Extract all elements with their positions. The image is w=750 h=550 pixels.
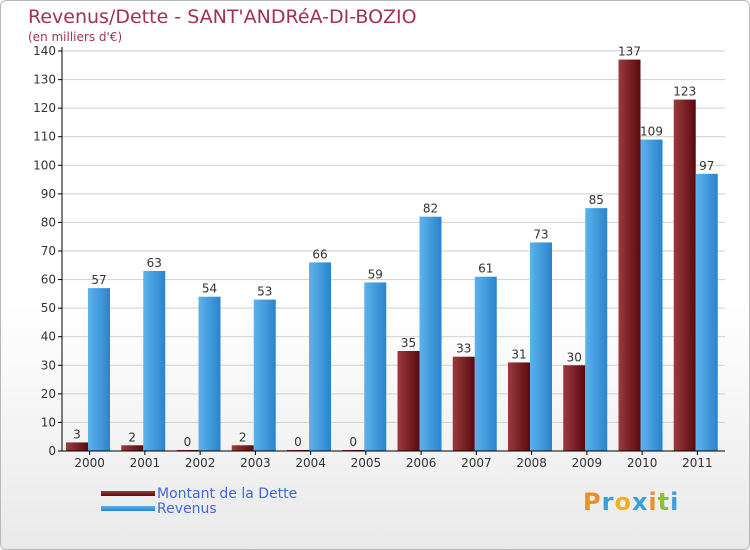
x-tick-label-2005: 2005 — [351, 456, 382, 470]
bar-debt-2008 — [508, 362, 530, 451]
y-tick-label-130: 130 — [33, 73, 56, 87]
data-label-debt-2008: 31 — [511, 347, 526, 361]
data-label-debt-2001: 2 — [128, 430, 136, 444]
bar-revenue-2002 — [198, 296, 221, 451]
logo-letter: i — [648, 488, 658, 516]
bar-revenue-2001 — [143, 271, 166, 451]
data-label-debt-2011: 123 — [673, 85, 696, 99]
bar-revenue-2005 — [364, 282, 387, 451]
x-tick-label-2002: 2002 — [185, 456, 216, 470]
data-label-debt-2004: 0 — [294, 435, 302, 449]
data-label-revenue-2005: 59 — [368, 267, 383, 281]
proxiti-logo: Proxiti — [583, 488, 679, 516]
data-label-revenue-2011: 97 — [699, 159, 714, 173]
x-tick-label-2007: 2007 — [461, 456, 492, 470]
chart-title: Revenus/Dette - SANT'ANDRéA-DI-BOZIO — [28, 6, 417, 28]
x-tick-label-2003: 2003 — [240, 456, 271, 470]
y-tick-label-0: 0 — [48, 444, 56, 458]
data-label-debt-2009: 30 — [567, 350, 582, 364]
y-tick-label-70: 70 — [41, 244, 56, 258]
data-label-debt-2000: 3 — [73, 427, 81, 441]
data-label-debt-2005: 0 — [349, 435, 357, 449]
logo-letter: t — [657, 488, 671, 516]
bar-debt-2009 — [563, 365, 586, 451]
data-label-debt-2007: 33 — [456, 342, 471, 356]
y-tick-label-50: 50 — [41, 301, 56, 315]
bar-debt-2010 — [618, 59, 641, 451]
labels: 0102030405060708090100110120130140200035… — [33, 44, 714, 470]
bar-revenue-2006 — [419, 216, 442, 451]
data-label-revenue-2007: 61 — [478, 262, 493, 276]
data-label-revenue-2010: 109 — [640, 125, 663, 139]
data-label-revenue-2000: 57 — [91, 273, 106, 287]
y-tick-label-10: 10 — [41, 415, 56, 429]
bar-revenue-2007 — [474, 276, 497, 451]
y-tick-label-120: 120 — [33, 101, 56, 115]
data-label-revenue-2006: 82 — [423, 202, 438, 216]
data-label-revenue-2001: 63 — [147, 256, 162, 270]
data-label-debt-2006: 35 — [401, 336, 416, 350]
bar-revenue-2000 — [88, 288, 110, 451]
data-label-revenue-2009: 85 — [589, 193, 604, 207]
bar-debt-2006 — [397, 351, 420, 451]
bar-revenue-2003 — [253, 299, 276, 451]
bar-debt-2000 — [66, 442, 88, 451]
bar-revenue-2011 — [695, 173, 718, 451]
y-tick-label-110: 110 — [33, 130, 56, 144]
x-tick-label-2011: 2011 — [682, 456, 713, 470]
legend-label-revenue: Revenus — [157, 501, 217, 517]
x-tick-label-2009: 2009 — [572, 456, 603, 470]
bar-debt-2007 — [452, 356, 475, 451]
bar-revenue-2004 — [309, 262, 331, 451]
logo-letter: i — [670, 488, 680, 516]
data-label-revenue-2003: 53 — [257, 285, 272, 299]
data-label-debt-2010: 137 — [618, 45, 641, 59]
y-tick-label-30: 30 — [41, 358, 56, 372]
x-tick-label-2001: 2001 — [130, 456, 161, 470]
x-tick-label-2006: 2006 — [406, 456, 437, 470]
legend-swatch-revenue — [101, 506, 155, 511]
y-tick-label-60: 60 — [41, 273, 56, 287]
bar-revenue-2010 — [640, 139, 663, 452]
bar-revenue-2009 — [585, 208, 608, 451]
logo-letter: o — [614, 488, 632, 516]
chart-subtitle: (en milliers d'€) — [28, 30, 123, 44]
axes — [58, 47, 725, 455]
y-tick-label-20: 20 — [41, 387, 56, 401]
y-tick-label-40: 40 — [41, 330, 56, 344]
x-tick-label-2000: 2000 — [74, 456, 105, 470]
bar-debt-2003 — [231, 445, 254, 451]
y-tick-label-80: 80 — [41, 215, 56, 229]
data-label-revenue-2004: 66 — [312, 247, 327, 261]
logo-letter: P — [583, 488, 602, 516]
legend-label-debt: Montant de la Dette — [157, 486, 298, 502]
bar-revenue-2008 — [530, 242, 552, 451]
logo-letter: r — [601, 488, 615, 516]
x-tick-label-2010: 2010 — [627, 456, 658, 470]
legend-swatch-debt — [101, 491, 155, 496]
data-label-debt-2003: 2 — [239, 430, 247, 444]
x-tick-label-2008: 2008 — [516, 456, 547, 470]
data-label-revenue-2008: 73 — [533, 227, 548, 241]
bar-debt-2001 — [121, 445, 144, 451]
x-tick-label-2004: 2004 — [295, 456, 326, 470]
y-tick-label-140: 140 — [33, 44, 56, 58]
grid-lines — [62, 50, 725, 423]
y-tick-label-100: 100 — [33, 158, 56, 172]
logo-letter: x — [631, 488, 649, 516]
bar-debt-2011 — [673, 99, 696, 452]
bars — [66, 59, 718, 452]
data-label-revenue-2002: 54 — [202, 282, 217, 296]
data-label-debt-2002: 0 — [184, 435, 192, 449]
y-tick-label-90: 90 — [41, 187, 56, 201]
